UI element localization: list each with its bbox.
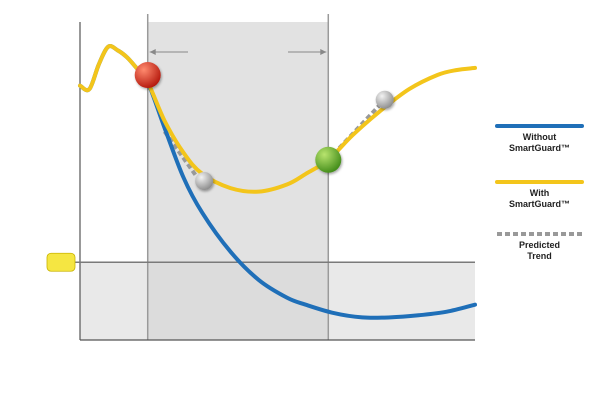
- stop-marker: [134, 62, 161, 88]
- legend-label-1: With SmartGuard™: [509, 188, 570, 209]
- suspend-arrow-left: [149, 49, 156, 55]
- markers-group: [134, 62, 394, 190]
- low-limit-badge: [46, 252, 76, 272]
- legend-group: Without SmartGuard™ With SmartGuard™ Predict…: [495, 124, 584, 261]
- legend-label-2: Predicted Trend: [519, 240, 560, 261]
- axes-group: [79, 22, 475, 341]
- series-line-1: [78, 44, 477, 194]
- suspend-arrow-right: [320, 49, 327, 55]
- trend-point-marker: [375, 90, 394, 109]
- go-marker: [315, 146, 342, 173]
- suspend-label-bg: [188, 45, 288, 59]
- low-limit-group: [46, 252, 475, 272]
- trend-point-marker: [195, 172, 214, 190]
- low-zone-shade: [80, 262, 475, 340]
- legend-label-0: Without SmartGuard™: [509, 132, 570, 153]
